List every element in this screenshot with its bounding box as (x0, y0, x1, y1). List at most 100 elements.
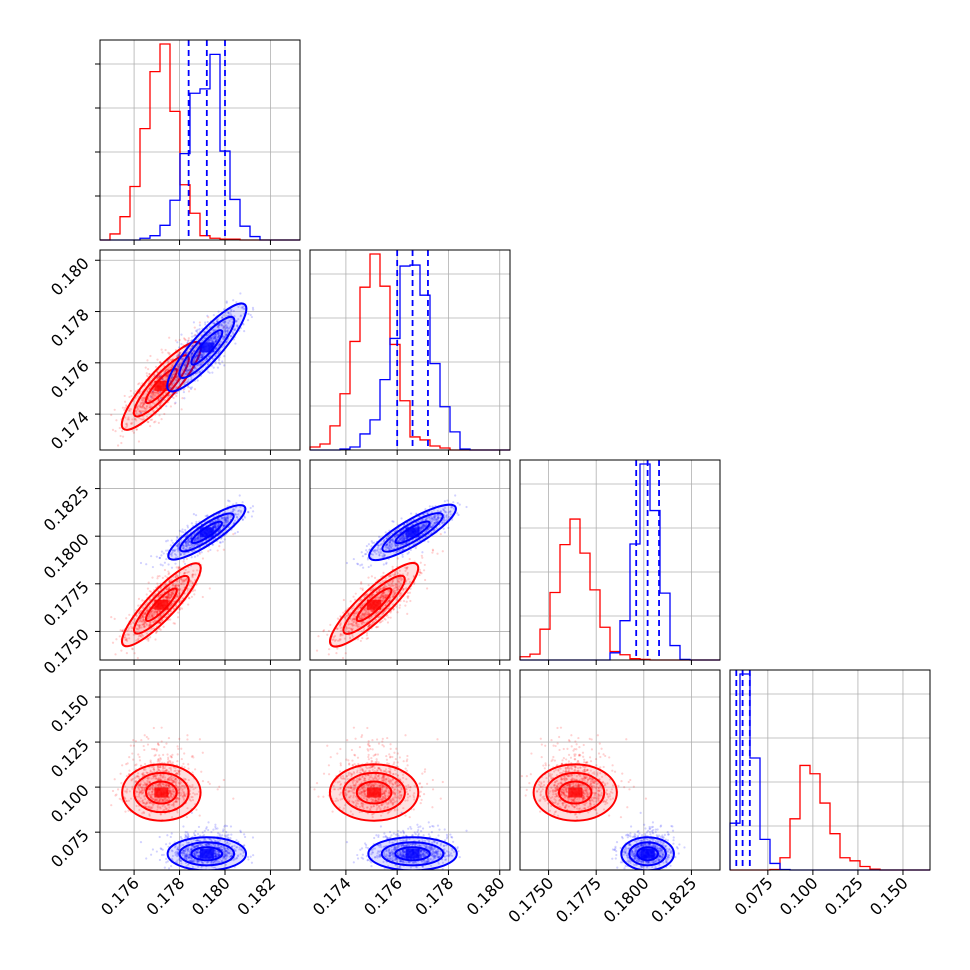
scatter-point (136, 405, 139, 409)
scatter-point (420, 554, 423, 557)
scatter-point (431, 551, 434, 554)
scatter-point (208, 325, 211, 329)
scatter-point (174, 339, 177, 342)
scatter-point (169, 405, 173, 408)
scatter-point (169, 377, 172, 380)
scatter-point (423, 563, 426, 567)
scatter-point (137, 597, 141, 600)
scatter-point (158, 390, 162, 394)
scatter-point (170, 365, 173, 368)
scatter-point (139, 406, 143, 409)
scatter-point (177, 367, 180, 370)
scatter-point (193, 589, 197, 592)
scatter-point (145, 609, 148, 612)
scatter-point (119, 434, 122, 438)
scatter-point (130, 394, 133, 398)
scatter-point (421, 556, 424, 559)
density-peak (199, 342, 214, 353)
scatter-point (241, 501, 244, 504)
scatter-point (167, 592, 170, 595)
scatter-point (125, 422, 128, 425)
scatter-point (137, 404, 140, 407)
scatter-point (328, 648, 331, 651)
scatter-point (169, 593, 173, 597)
scatter-point (214, 328, 217, 332)
scatter-point (177, 566, 181, 569)
scatter-point (342, 611, 345, 614)
scatter-point (205, 357, 209, 360)
scatter-point (191, 345, 194, 348)
scatter-point (191, 351, 194, 354)
scatter-point (163, 370, 167, 373)
scatter-point (193, 359, 196, 362)
scatter-point (215, 338, 218, 341)
scatter-point (189, 387, 193, 391)
scatter-point (224, 328, 227, 331)
scatter-point (190, 376, 193, 379)
scatter-point (174, 584, 177, 587)
scatter-point (185, 365, 188, 369)
scatter-point (342, 598, 345, 602)
scatter-point (125, 617, 128, 620)
scatter-point (128, 409, 131, 412)
scatter-point (212, 336, 215, 340)
histogram-step (309, 253, 510, 451)
scatter-point (148, 399, 151, 403)
scatter-point (218, 545, 221, 548)
scatter-point (182, 391, 186, 394)
scatter-point (178, 593, 181, 596)
density-peak (154, 380, 169, 391)
scatter-point (167, 570, 170, 573)
scatter-point (192, 369, 195, 372)
scatter-point (236, 324, 239, 327)
scatter-point (213, 341, 216, 345)
scatter-point (207, 333, 211, 336)
scatter-point (175, 368, 178, 371)
scatter-point (158, 575, 161, 578)
scatter-point (169, 366, 172, 369)
scatter-point (132, 633, 135, 636)
scatter-point (226, 329, 229, 332)
scatter-point (139, 617, 143, 620)
scatter-point (167, 594, 170, 597)
scatter-point (189, 356, 192, 359)
scatter-point (139, 618, 142, 621)
scatter-point (354, 592, 357, 595)
scatter-point (183, 337, 186, 340)
scatter-point (363, 553, 367, 556)
scatter-point (225, 334, 228, 337)
scatter-point (186, 341, 189, 344)
scatter-point (142, 616, 145, 619)
scatter-point (441, 550, 444, 553)
scatter-point (175, 379, 178, 382)
scatter-point (176, 376, 179, 379)
scatter-point (217, 324, 220, 327)
scatter-point (166, 596, 169, 599)
scatter-point (208, 371, 211, 374)
scatter-point (216, 331, 220, 334)
scatter-point (132, 392, 136, 395)
scatter-point (126, 633, 129, 636)
scatter-point (200, 353, 203, 357)
scatter-point (154, 611, 157, 614)
scatter-point (114, 653, 117, 656)
scatter-point (195, 367, 198, 370)
scatter-point (151, 612, 154, 615)
scatter-point (175, 392, 179, 395)
histogram-step (310, 264, 510, 451)
scatter-point (172, 372, 175, 376)
scatter-point (113, 617, 116, 620)
scatter-point (156, 577, 159, 580)
scatter-point (161, 576, 164, 579)
scatter-point (171, 383, 174, 387)
scatter-point (219, 541, 222, 544)
scatter-point (198, 363, 201, 366)
scatter-point (199, 354, 202, 357)
scatter-point (170, 358, 173, 362)
scatter-point (151, 382, 155, 385)
scatter-point (180, 343, 183, 346)
scatter-point (359, 587, 362, 590)
scatter-point (208, 339, 211, 342)
scatter-point (384, 531, 387, 534)
scatter-point (111, 641, 115, 644)
